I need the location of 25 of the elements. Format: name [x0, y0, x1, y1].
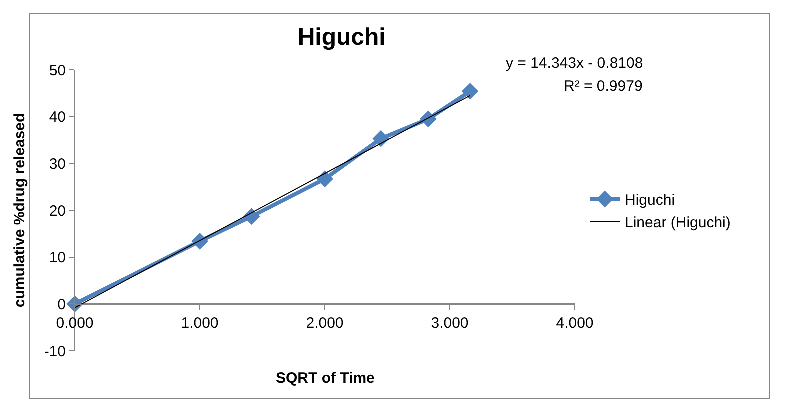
point	[462, 83, 479, 100]
y-tick-label: -10	[44, 343, 66, 360]
x-axis-title: SQRT of Time	[276, 370, 375, 387]
chart-title: Higuchi	[298, 24, 386, 52]
y-tick-label: 20	[49, 202, 66, 220]
point	[372, 130, 390, 148]
point	[243, 208, 260, 226]
point	[192, 232, 208, 250]
y-tick-label: 30	[49, 156, 66, 173]
x-tick-label: 0.000	[56, 315, 94, 332]
y-tick-label: 40	[49, 109, 66, 126]
x-tick-label: 4.000	[556, 315, 594, 332]
x-tick-label: 1.000	[181, 315, 219, 332]
x-tick-label: 2.000	[306, 315, 344, 332]
y-tick-label: 50	[49, 62, 66, 80]
legend-label: Linear (Higuchi)	[625, 214, 731, 232]
y-tick-label: 0	[58, 296, 66, 314]
y-tick-label: 10	[49, 250, 66, 267]
point	[316, 170, 334, 188]
y-axis-title: cumulative %drug released	[12, 113, 29, 308]
legend-label: Higuchi	[625, 192, 676, 210]
annotation: y = 14.343x - 0.8108	[506, 55, 644, 72]
x-tick-label: 3.000	[431, 315, 469, 332]
point	[420, 110, 437, 128]
annotation: R² = 0.9979	[564, 78, 643, 95]
